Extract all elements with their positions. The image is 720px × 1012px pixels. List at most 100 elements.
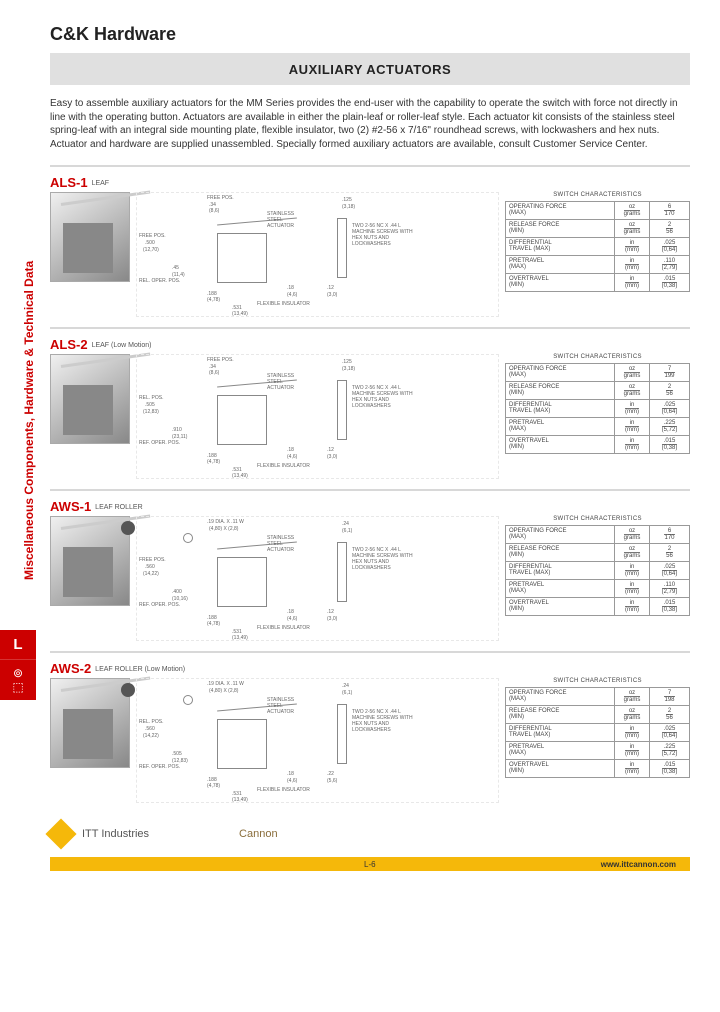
char-unit: in(mm)	[615, 274, 650, 292]
diagram-label: (3,0)	[327, 616, 337, 622]
char-label: RELEASE FORCE(MIN)	[506, 706, 615, 724]
table-row: OPERATING FORCE(MAX)ozgrams6170	[506, 526, 690, 544]
diagram-label: FLEXIBLE INSULATOR	[257, 625, 310, 631]
char-value: .110(2,79)	[650, 580, 690, 598]
diagram-label: (13,49)	[232, 473, 248, 479]
diagram-label: (12,70)	[143, 247, 159, 253]
divider	[50, 165, 690, 167]
char-label: RELEASE FORCE(MIN)	[506, 544, 615, 562]
char-label: DIFFERENTIALTRAVEL (MAX)	[506, 724, 615, 742]
technical-drawing: FREE POS..34(8,6)STAINLESS STEEL ACTUATO…	[136, 192, 499, 317]
char-label: OPERATING FORCE(MAX)	[506, 364, 615, 382]
diagram-label: (4,78)	[207, 297, 220, 303]
char-value: 256	[650, 220, 690, 238]
char-unit: in(mm)	[615, 436, 650, 454]
switch-characteristics-table: SWITCH CHARACTERISTICSOPERATING FORCE(MA…	[505, 354, 690, 454]
table-caption: SWITCH CHARACTERISTICS	[505, 678, 690, 687]
switch-characteristics-table: SWITCH CHARACTERISTICSOPERATING FORCE(MA…	[505, 678, 690, 778]
char-value: 256	[650, 382, 690, 400]
table-row: DIFFERENTIALTRAVEL (MAX)in(mm).025(0,64)	[506, 562, 690, 580]
diagram-label: .24	[342, 521, 349, 527]
table-caption: SWITCH CHARACTERISTICS	[505, 192, 690, 201]
table-row: PRETRAVEL(MAX)in(mm).110(2,79)	[506, 256, 690, 274]
diagram-label: REF. OPER. POS.	[139, 440, 180, 446]
product-code: ALS-2LEAF (Low Motion)	[50, 337, 690, 352]
diagram-label: .560	[145, 564, 155, 570]
diagram-label: (13,49)	[232, 797, 248, 803]
char-value: 6170	[650, 526, 690, 544]
switch-characteristics-table: SWITCH CHARACTERISTICSOPERATING FORCE(MA…	[505, 516, 690, 616]
diagram-label: (12,83)	[143, 409, 159, 415]
table-row: OPERATING FORCE(MAX)ozgrams6170	[506, 202, 690, 220]
diagram-label: (4,6)	[287, 616, 297, 622]
diagram-label: TWO 2-56 NC X .44 L MACHINE SCREWS WITH …	[352, 385, 422, 409]
char-label: OPERATING FORCE(MAX)	[506, 688, 615, 706]
char-value: .015(0,38)	[650, 436, 690, 454]
section-header-bar: AUXILIARY ACTUATORS	[50, 53, 690, 85]
diagram-label: (3,0)	[327, 454, 337, 460]
diagram-label: REL. POS.	[139, 719, 163, 725]
intro-paragraph: Easy to assemble auxiliary actuators for…	[50, 97, 690, 151]
diagram-label: .24	[342, 683, 349, 689]
table-row: OPERATING FORCE(MAX)ozgrams7198	[506, 688, 690, 706]
char-value: .025(0,64)	[650, 562, 690, 580]
char-label: DIFFERENTIALTRAVEL (MAX)	[506, 400, 615, 418]
table-caption: SWITCH CHARACTERISTICS	[505, 516, 690, 525]
diagram-label: .125	[342, 359, 352, 365]
footer-page: L-6	[364, 860, 376, 869]
table-row: OVERTRAVEL(MIN)in(mm).015(0,38)	[506, 436, 690, 454]
diagram-label: .19 DIA. X .11 W	[207, 681, 244, 687]
char-unit: in(mm)	[615, 400, 650, 418]
product-code: AWS-2LEAF ROLLER (Low Motion)	[50, 661, 690, 676]
diagram-label: .12	[327, 609, 334, 615]
diagram-label: REL. POS.	[139, 395, 163, 401]
section-letter: L	[0, 630, 36, 659]
char-label: OPERATING FORCE(MAX)	[506, 526, 615, 544]
diagram-label: (4,6)	[287, 292, 297, 298]
diagram-label: .500	[145, 240, 155, 246]
char-label: RELEASE FORCE(MIN)	[506, 220, 615, 238]
sidebar-tab: L ⊚⬚	[0, 630, 36, 700]
char-label: PRETRAVEL(MAX)	[506, 742, 615, 760]
char-unit: in(mm)	[615, 418, 650, 436]
char-unit: ozgrams	[615, 688, 650, 706]
product-subtitle: LEAF	[92, 180, 110, 187]
char-value: 6170	[650, 202, 690, 220]
diagram-label: (5,6)	[327, 778, 337, 784]
diagram-label: FLEXIBLE INSULATOR	[257, 787, 310, 793]
footer-gold-bar: L-6 www.ittcannon.com	[50, 857, 690, 871]
char-unit: in(mm)	[615, 562, 650, 580]
diagram-label: .125	[342, 197, 352, 203]
diagram-label: (8,6)	[209, 370, 219, 376]
char-value: .225(5,72)	[650, 418, 690, 436]
char-label: PRETRAVEL(MAX)	[506, 580, 615, 598]
diagram-label: REL. OPER. POS.	[139, 278, 180, 284]
table-row: PRETRAVEL(MAX)in(mm).110(2,79)	[506, 580, 690, 598]
section-title: AUXILIARY ACTUATORS	[289, 62, 451, 77]
table-row: RELEASE FORCE(MIN)ozgrams256	[506, 544, 690, 562]
diagram-label: (11,4)	[172, 272, 185, 278]
diagram-label: (14,22)	[143, 571, 159, 577]
product-photo	[50, 192, 130, 282]
char-value: 256	[650, 706, 690, 724]
footer-url: www.ittcannon.com	[601, 860, 676, 869]
char-label: OVERTRAVEL(MIN)	[506, 760, 615, 778]
char-unit: in(mm)	[615, 742, 650, 760]
char-unit: ozgrams	[615, 706, 650, 724]
diagram-label: (13,49)	[232, 311, 248, 317]
char-value: .110(2,79)	[650, 256, 690, 274]
char-value: 7198	[650, 688, 690, 706]
brand-title: C&K Hardware	[50, 24, 690, 45]
diagram-label: (23,11)	[172, 434, 187, 440]
diagram-label: FREE POS.	[139, 557, 166, 563]
diagram-label: .18	[287, 609, 294, 615]
char-value: .025(0,64)	[650, 400, 690, 418]
diagram-label: .560	[145, 726, 155, 732]
diagram-label: (4,6)	[287, 778, 297, 784]
table-row: OVERTRAVEL(MIN)in(mm).015(0,38)	[506, 274, 690, 292]
char-unit: in(mm)	[615, 760, 650, 778]
product-subtitle: LEAF ROLLER (Low Motion)	[95, 666, 185, 673]
diagram-label: .45	[172, 265, 179, 271]
table-row: OVERTRAVEL(MIN)in(mm).015(0,38)	[506, 598, 690, 616]
table-row: RELEASE FORCE(MIN)ozgrams256	[506, 220, 690, 238]
